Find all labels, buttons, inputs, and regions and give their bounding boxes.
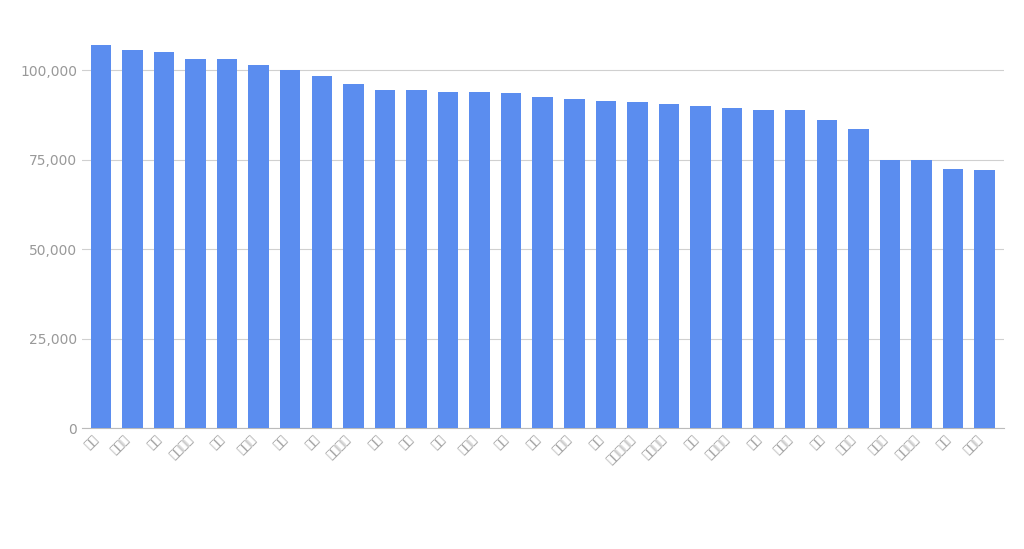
Bar <box>722 108 742 428</box>
Bar <box>343 85 364 428</box>
Bar <box>249 65 269 428</box>
Bar <box>564 99 585 428</box>
Bar <box>754 110 774 428</box>
Bar <box>280 70 300 428</box>
Bar <box>880 160 900 428</box>
Bar <box>943 169 964 428</box>
Bar <box>438 92 459 428</box>
Bar <box>690 106 711 428</box>
Bar <box>911 160 932 428</box>
Bar <box>217 59 238 428</box>
Bar <box>90 45 112 428</box>
Bar <box>185 59 206 428</box>
Bar <box>501 93 521 428</box>
Bar <box>469 92 489 428</box>
Bar <box>974 170 995 428</box>
Bar <box>658 104 679 428</box>
Bar <box>816 120 837 428</box>
Bar <box>532 97 553 428</box>
Bar <box>375 90 395 428</box>
Bar <box>785 110 806 428</box>
Bar <box>596 100 616 428</box>
Bar <box>122 51 142 428</box>
Bar <box>154 52 174 428</box>
Bar <box>311 76 332 428</box>
Bar <box>407 90 427 428</box>
Bar <box>627 103 647 428</box>
Bar <box>848 129 868 428</box>
